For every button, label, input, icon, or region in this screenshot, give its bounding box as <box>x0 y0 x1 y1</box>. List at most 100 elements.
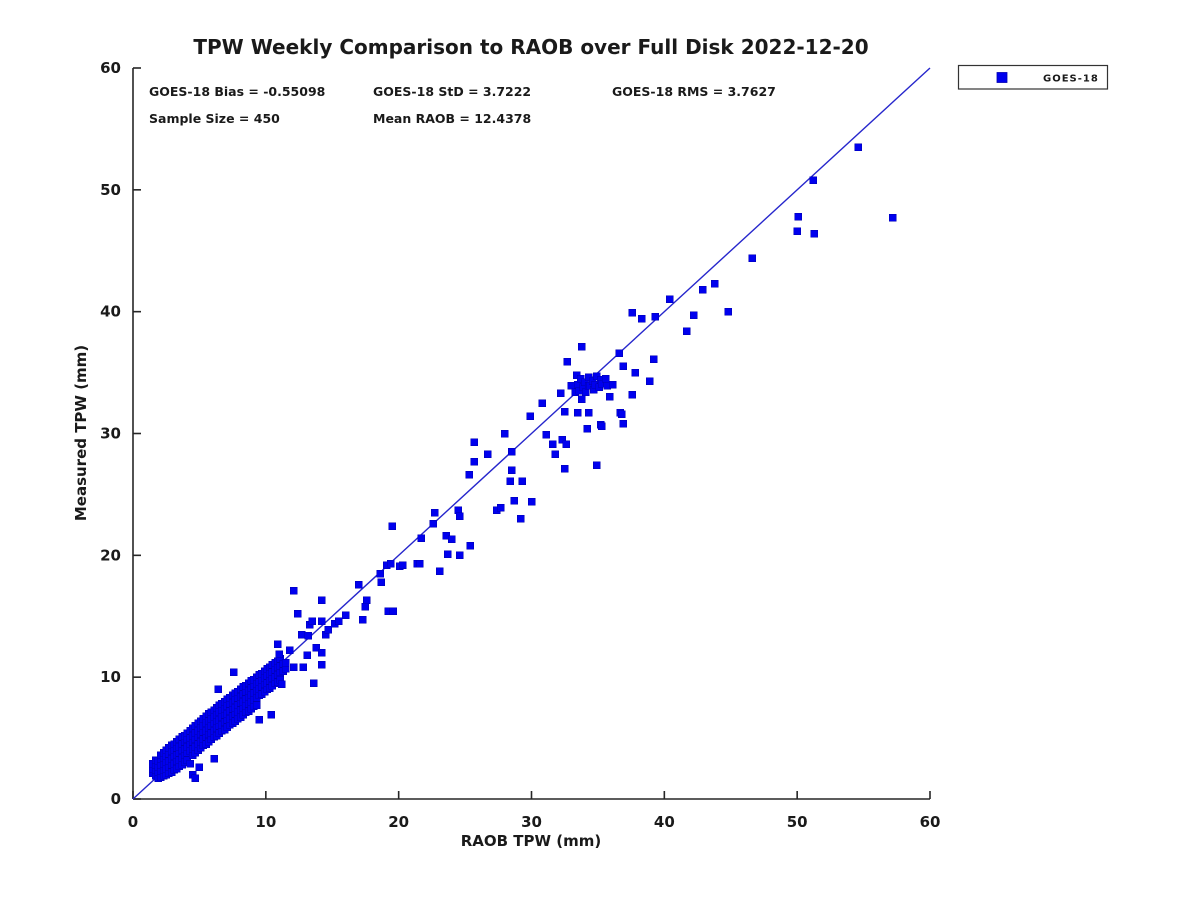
legend: GOES-18 <box>957 64 1109 90</box>
data-point <box>793 227 801 236</box>
data-point <box>810 229 819 238</box>
data-point <box>282 658 290 667</box>
data-point <box>312 644 321 652</box>
data-point <box>689 311 698 320</box>
data-point <box>430 508 439 517</box>
data-point <box>303 651 311 659</box>
x-tick-label: 60 <box>920 813 941 831</box>
y-tick-label: 60 <box>100 59 121 77</box>
data-point <box>388 522 396 530</box>
data-point <box>608 381 617 389</box>
data-point <box>618 410 626 418</box>
scatter-series-goes18 <box>149 143 897 783</box>
data-point <box>699 285 707 294</box>
data-point <box>651 312 659 321</box>
data-point <box>506 477 514 485</box>
data-point <box>417 534 425 543</box>
legend-marker-square-icon <box>996 72 1008 83</box>
data-point <box>574 409 582 417</box>
data-point <box>602 374 610 383</box>
data-point <box>578 395 586 404</box>
data-point <box>398 561 407 569</box>
x-tick-label: 20 <box>388 813 409 831</box>
data-point <box>724 307 732 316</box>
data-point <box>376 569 384 578</box>
data-point <box>560 465 569 473</box>
y-tick-label: 20 <box>100 546 121 564</box>
data-point <box>466 541 475 550</box>
x-tick-label: 10 <box>255 813 276 831</box>
data-point <box>377 578 386 586</box>
x-axis-label: RAOB TPW (mm) <box>461 832 602 850</box>
legend-entry-label: GOES-18 <box>1043 74 1099 85</box>
data-point <box>299 663 307 672</box>
data-point <box>436 567 444 575</box>
data-point <box>289 586 298 595</box>
data-point <box>278 680 286 689</box>
y-axis-ticks: 0 10 20 30 40 50 60 <box>100 59 141 808</box>
data-point <box>748 254 756 262</box>
data-point <box>527 497 536 506</box>
data-point <box>683 327 691 335</box>
x-tick-label: 30 <box>521 813 542 831</box>
y-axis-label: Measured TPW (mm) <box>72 345 90 521</box>
data-point <box>638 315 646 323</box>
data-point <box>645 377 654 385</box>
data-point <box>308 617 317 625</box>
data-point <box>429 519 437 528</box>
data-point <box>186 759 194 768</box>
data-point <box>255 716 263 724</box>
data-point <box>592 461 601 469</box>
stat-rms: GOES-18 RMS = 3.7627 <box>612 84 776 99</box>
data-point <box>809 176 817 184</box>
data-point <box>501 429 509 438</box>
data-point <box>631 368 639 377</box>
legend-box <box>957 64 1109 90</box>
data-point <box>649 355 658 363</box>
y-tick-label: 10 <box>100 668 121 686</box>
data-point <box>274 640 282 649</box>
data-point <box>507 448 516 456</box>
data-point <box>615 349 623 357</box>
data-point <box>363 596 371 605</box>
data-point <box>267 711 275 719</box>
data-point <box>619 362 627 371</box>
stats-annotations: GOES-18 Bias = -0.55098 GOES-18 StD = 3.… <box>149 84 776 126</box>
data-point <box>584 409 593 417</box>
data-point <box>558 435 566 444</box>
x-axis-ticks: 0 10 20 30 40 50 60 <box>128 791 941 831</box>
data-point <box>317 596 326 605</box>
x-tick-label: 40 <box>654 813 675 831</box>
data-point <box>538 399 546 407</box>
data-point <box>297 630 306 639</box>
data-point <box>507 466 516 474</box>
data-point <box>191 774 200 783</box>
data-point <box>483 450 492 458</box>
data-point <box>578 343 586 351</box>
data-point <box>444 550 452 558</box>
data-point <box>517 515 525 523</box>
y-tick-label: 30 <box>100 425 121 443</box>
data-point <box>563 357 572 366</box>
stat-mean-raob: Mean RAOB = 12.4378 <box>373 111 531 126</box>
axes: 0 10 20 30 40 50 60 0 10 20 30 40 50 60 <box>100 59 940 831</box>
x-tick-label: 50 <box>787 813 808 831</box>
data-point <box>317 617 326 625</box>
data-point <box>470 457 479 466</box>
data-point <box>518 477 526 485</box>
data-point <box>252 701 261 709</box>
data-point <box>465 471 473 479</box>
data-point <box>355 580 363 589</box>
data-point <box>628 390 637 399</box>
data-point <box>317 649 326 657</box>
data-point <box>551 450 560 458</box>
data-point <box>389 607 398 616</box>
data-point <box>309 679 318 688</box>
data-point <box>293 610 302 618</box>
data-point <box>542 430 550 439</box>
data-point <box>711 279 719 288</box>
data-point <box>230 668 238 677</box>
data-point <box>195 763 204 772</box>
